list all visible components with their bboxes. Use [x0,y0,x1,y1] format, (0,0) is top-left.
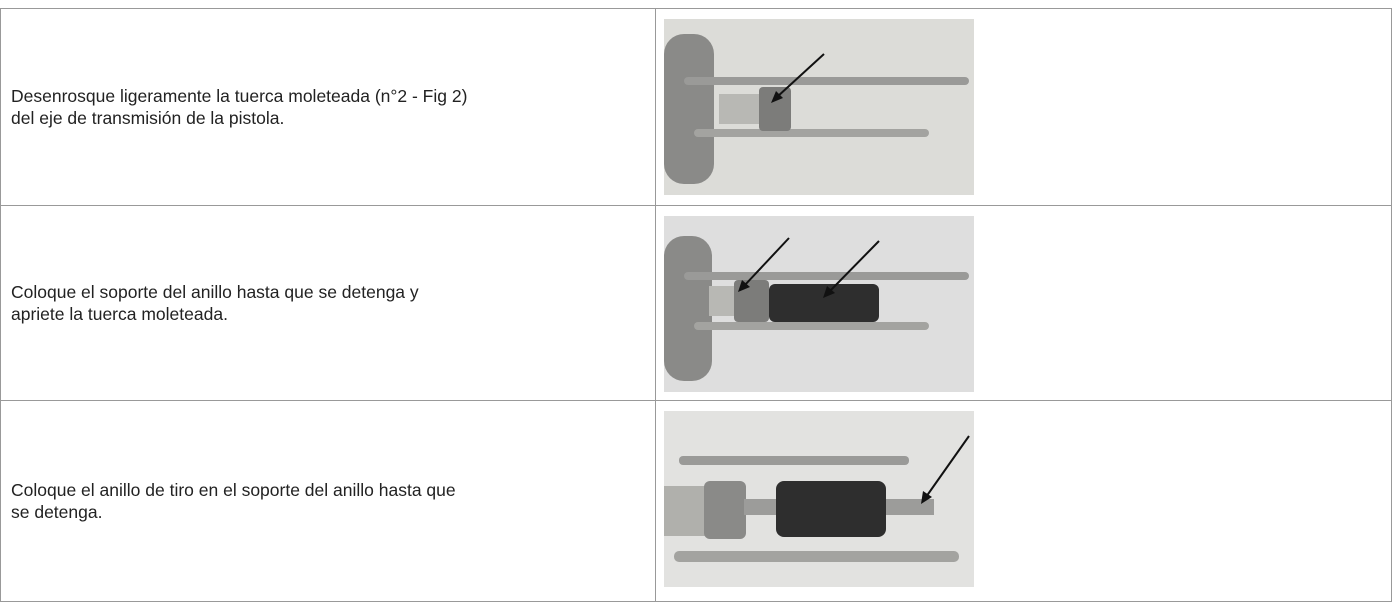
text-line: apriete la tuerca moleteada. [11,304,228,324]
text-line: se detenga. [11,502,103,522]
text-line: Desenrosque ligeramente la tuerca molete… [11,86,468,106]
photo [664,411,974,587]
photo [664,19,974,195]
table-row: Desenrosque ligeramente la tuerca molete… [1,9,1392,206]
text-line: Coloque el soporte del anillo hasta que … [11,282,419,302]
text-cell: Coloque el soporte del anillo hasta que … [1,206,656,400]
table-row: Coloque el soporte del anillo hasta que … [1,206,1392,401]
text-cell: Desenrosque ligeramente la tuerca molete… [1,9,656,205]
image-cell [656,401,1392,601]
image-cell [656,206,1392,400]
text-line: Coloque el anillo de tiro en el soporte … [11,480,456,500]
image-cell [656,9,1392,205]
text-cell: Coloque el anillo de tiro en el soporte … [1,401,656,601]
instruction-table: Desenrosque ligeramente la tuerca molete… [0,8,1392,602]
text-line: del eje de transmisión de la pistola. [11,108,285,128]
table-row: Coloque el anillo de tiro en el soporte … [1,401,1392,602]
photo [664,216,974,392]
